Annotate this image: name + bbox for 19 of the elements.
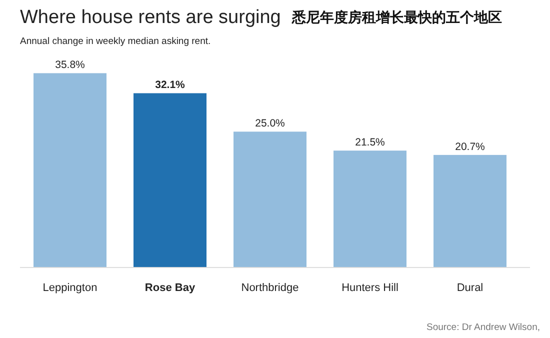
source-note: Source: Dr Andrew Wilson, [426, 322, 540, 333]
bar [234, 132, 306, 267]
bar [434, 154, 506, 267]
x-tick-label: Leppington [42, 282, 98, 294]
bar [334, 150, 406, 267]
chart-title: Where house rents are surging [20, 7, 281, 28]
text: 悉尼年度房租增长最快的五个地区 [291, 9, 502, 26]
chart-subtitle: Annual change in weekly median asking rent. [20, 36, 211, 47]
bar [34, 73, 106, 267]
data-label: 35.8% [55, 59, 85, 72]
data-label: 20.7% [455, 140, 485, 153]
x-tick-label: Hunters Hill [342, 282, 398, 294]
data-label: 21.5% [355, 136, 385, 149]
x-tick-label: Dural [456, 282, 484, 294]
x-tick-label: Northbridge [241, 282, 299, 294]
bar [134, 93, 206, 267]
data-label: 25.0% [255, 118, 285, 130]
x-tick-label: Rose Bay [144, 282, 196, 294]
data-label: 32.1% [155, 79, 186, 92]
